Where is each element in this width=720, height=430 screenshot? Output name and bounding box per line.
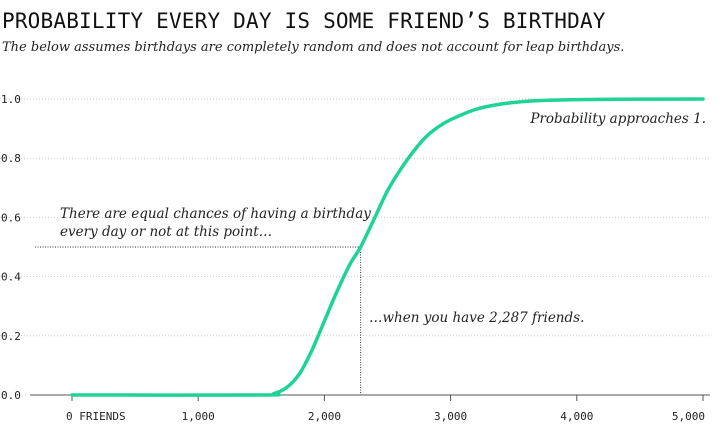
y-tick-label: 0.6 [1,211,21,224]
annotation-equal-chances-line-1: There are equal chances of having a birt… [60,206,371,222]
annotation-equal-chances-line-2: every day or not at this point… [60,224,272,240]
probability-series-line [70,97,705,397]
x-tick-label: 0 FRIENDS [66,410,126,423]
annotations: There are equal chances of having a birt… [60,111,706,326]
y-tick-label: 0.0 [1,389,21,402]
annotation-friend-count: …when you have 2,287 friends. [369,310,584,326]
chart-title: PROBABILITY EVERY DAY IS SOME FRIEND’S B… [2,9,606,33]
y-tick-label: 0.2 [1,330,21,343]
half-probability-guides [35,246,362,395]
y-tick-label: 1.0 [1,93,21,106]
chart-subtitle: The below assumes birthdays are complete… [2,40,625,55]
series-layer [70,97,705,397]
y-tick-label: 0.8 [1,152,21,165]
annotation-approaches-one: Probability approaches 1. [529,111,706,127]
x-tick-label: 1,000 [182,410,215,423]
x-tick-label: 4,000 [560,410,593,423]
x-tick-label: 5,000 [672,410,705,423]
x-tick-label: 2,000 [308,410,341,423]
x-tick-label: 3,000 [434,410,467,423]
y-tick-label: 0.4 [1,271,21,284]
tick-labels: 0.0 0.2 0.4 0.6 0.8 1.0 0 FRIENDS 1,000 2,000 3,0… [1,93,705,423]
